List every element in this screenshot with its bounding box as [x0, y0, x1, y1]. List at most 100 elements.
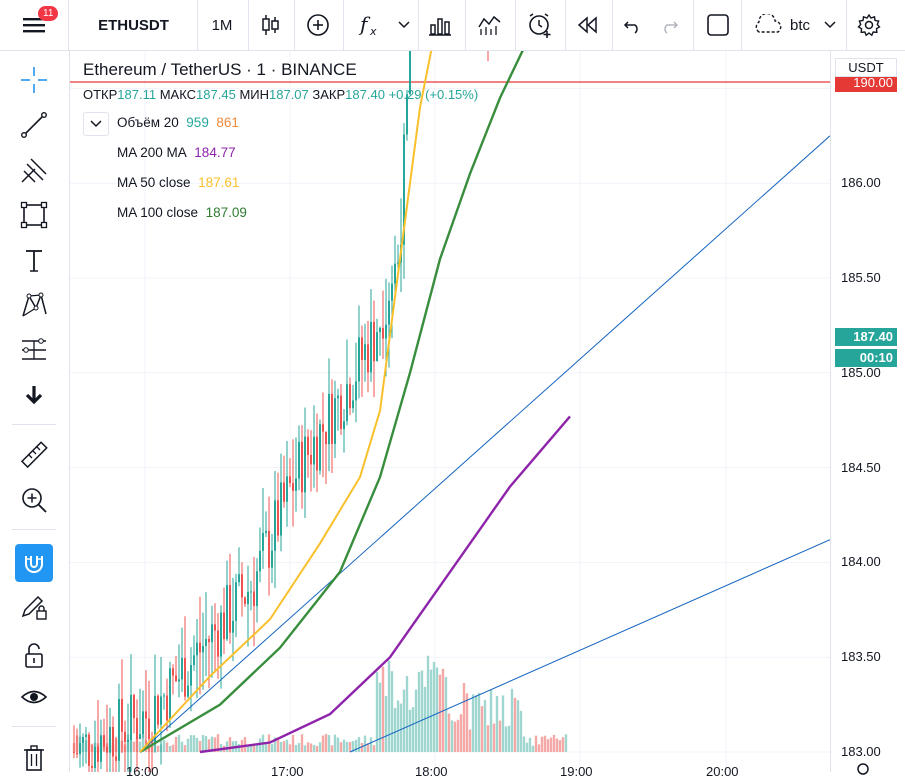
candle-body [358, 337, 360, 382]
candle-body [394, 263, 396, 284]
volume-bar [366, 743, 370, 752]
candle-body [187, 685, 189, 697]
bar-chart-icon [429, 18, 451, 36]
chevron-down-icon [90, 120, 102, 128]
candle-body [280, 482, 282, 536]
volume-bar [132, 741, 136, 752]
layout-dropdown[interactable] [820, 0, 840, 50]
volume-bar [324, 734, 328, 752]
price-tick: 185.00 [841, 364, 881, 380]
zoom-in-icon [22, 488, 47, 513]
indicators-dropdown[interactable] [394, 0, 414, 50]
ruler-tool[interactable] [14, 436, 54, 474]
indicator-name: Объём 20 [117, 115, 179, 130]
shapes-tool[interactable] [14, 196, 54, 234]
alert-price-tag: 190.00 [835, 74, 897, 92]
redo-icon [664, 21, 679, 34]
redo-button[interactable] [653, 0, 685, 50]
candle-body [328, 393, 330, 445]
undo-button[interactable] [617, 0, 649, 50]
notifications-badge: 11 [38, 6, 59, 21]
volume-bar [186, 738, 190, 752]
volume-bar [282, 741, 286, 752]
volume-bar [168, 745, 172, 752]
svg-text:x: x [369, 25, 377, 38]
indicator-volume[interactable]: Объём 20 959 861 [117, 115, 239, 130]
prediction-tool[interactable] [14, 331, 54, 369]
chevron-down-icon [824, 21, 836, 29]
trendline-tool[interactable] [14, 106, 54, 144]
candle-body [250, 591, 252, 593]
chart-type-button[interactable] [252, 0, 288, 50]
menu-button[interactable] [14, 0, 54, 50]
pencil-lock-icon [21, 595, 47, 620]
lock-all-button[interactable] [14, 636, 54, 674]
volume-bar [306, 742, 310, 752]
axis-settings-icon[interactable] [852, 758, 874, 776]
volume-bar [354, 739, 358, 752]
interval-button[interactable]: 1M [211, 16, 233, 34]
remove-drawings-button[interactable] [14, 739, 54, 777]
cloud-icon [755, 14, 782, 33]
text-icon [26, 250, 42, 272]
financials-button[interactable] [422, 0, 458, 50]
more-tools-button[interactable] [14, 376, 54, 414]
volume-bar [507, 725, 511, 752]
ohlc-values: ОТКР187.11 МАКС187.45 МИН187.07 ЗАКР187.… [83, 87, 478, 102]
ma200-line [199, 415, 571, 754]
indicator-name: MA 200 MA [117, 145, 187, 160]
volume-bar [204, 736, 208, 752]
price-scale[interactable]: 190.00189.50189.00188.50188.00187.50187.… [830, 0, 905, 772]
price-chart[interactable] [70, 51, 830, 772]
candle-body [409, 51, 411, 95]
symbol-title[interactable]: Ethereum / TetherUS · 1 · BINANCE [83, 60, 357, 79]
volume-bar [420, 670, 424, 752]
volume-bar [543, 735, 547, 752]
text-tool[interactable] [14, 241, 54, 279]
indicator-ma100[interactable]: MA 100 close 187.09 [117, 205, 247, 220]
volume-bar [285, 739, 289, 752]
volume-bar [396, 700, 400, 752]
indicator-ma50[interactable]: MA 50 close 187.61 [117, 175, 239, 190]
hide-drawings-button[interactable] [14, 678, 54, 716]
replay-button[interactable] [570, 0, 606, 50]
volume-bar [558, 740, 562, 752]
price-tick: 183.00 [841, 744, 881, 759]
indicator-ma200[interactable]: MA 200 MA 184.77 [117, 145, 236, 160]
layout-name[interactable]: btc [789, 16, 810, 34]
lock-drawings-button[interactable] [14, 588, 54, 626]
fib-tool[interactable] [14, 151, 54, 189]
magnet-mode-button[interactable] [15, 544, 53, 582]
candle-body [193, 655, 195, 666]
compare-button[interactable] [300, 0, 336, 50]
volume-bar [564, 734, 568, 752]
fullscreen-button[interactable] [700, 0, 736, 50]
settings-button[interactable] [851, 0, 887, 50]
currency-label[interactable]: USDT [835, 58, 897, 77]
save-layout-button[interactable] [748, 0, 788, 50]
alert-button[interactable] [520, 0, 560, 50]
rewind-icon [577, 16, 597, 34]
templates-button[interactable] [471, 0, 509, 50]
candle-body [157, 695, 159, 725]
candle-body [376, 332, 378, 362]
collapse-legend-button[interactable] [83, 112, 109, 136]
candle-body [277, 500, 279, 536]
candle-body [109, 726, 111, 753]
volume-bar [474, 695, 478, 752]
candle-body [247, 591, 249, 604]
symbol-search-button[interactable]: ETHUSDT [98, 16, 169, 34]
zoom-tool[interactable] [14, 481, 54, 519]
candle-body [397, 262, 399, 264]
pattern-tool[interactable] [14, 286, 54, 324]
candle-body [298, 441, 300, 479]
change-value: +0.29 (+0.15%) [388, 87, 479, 102]
chart-pane[interactable] [70, 51, 830, 772]
candle-body [181, 657, 183, 680]
candle-body [103, 735, 105, 747]
candle-body [370, 321, 372, 373]
volume-bar [399, 703, 403, 752]
volume-bar [402, 689, 406, 752]
crosshair-tool[interactable] [14, 61, 54, 99]
